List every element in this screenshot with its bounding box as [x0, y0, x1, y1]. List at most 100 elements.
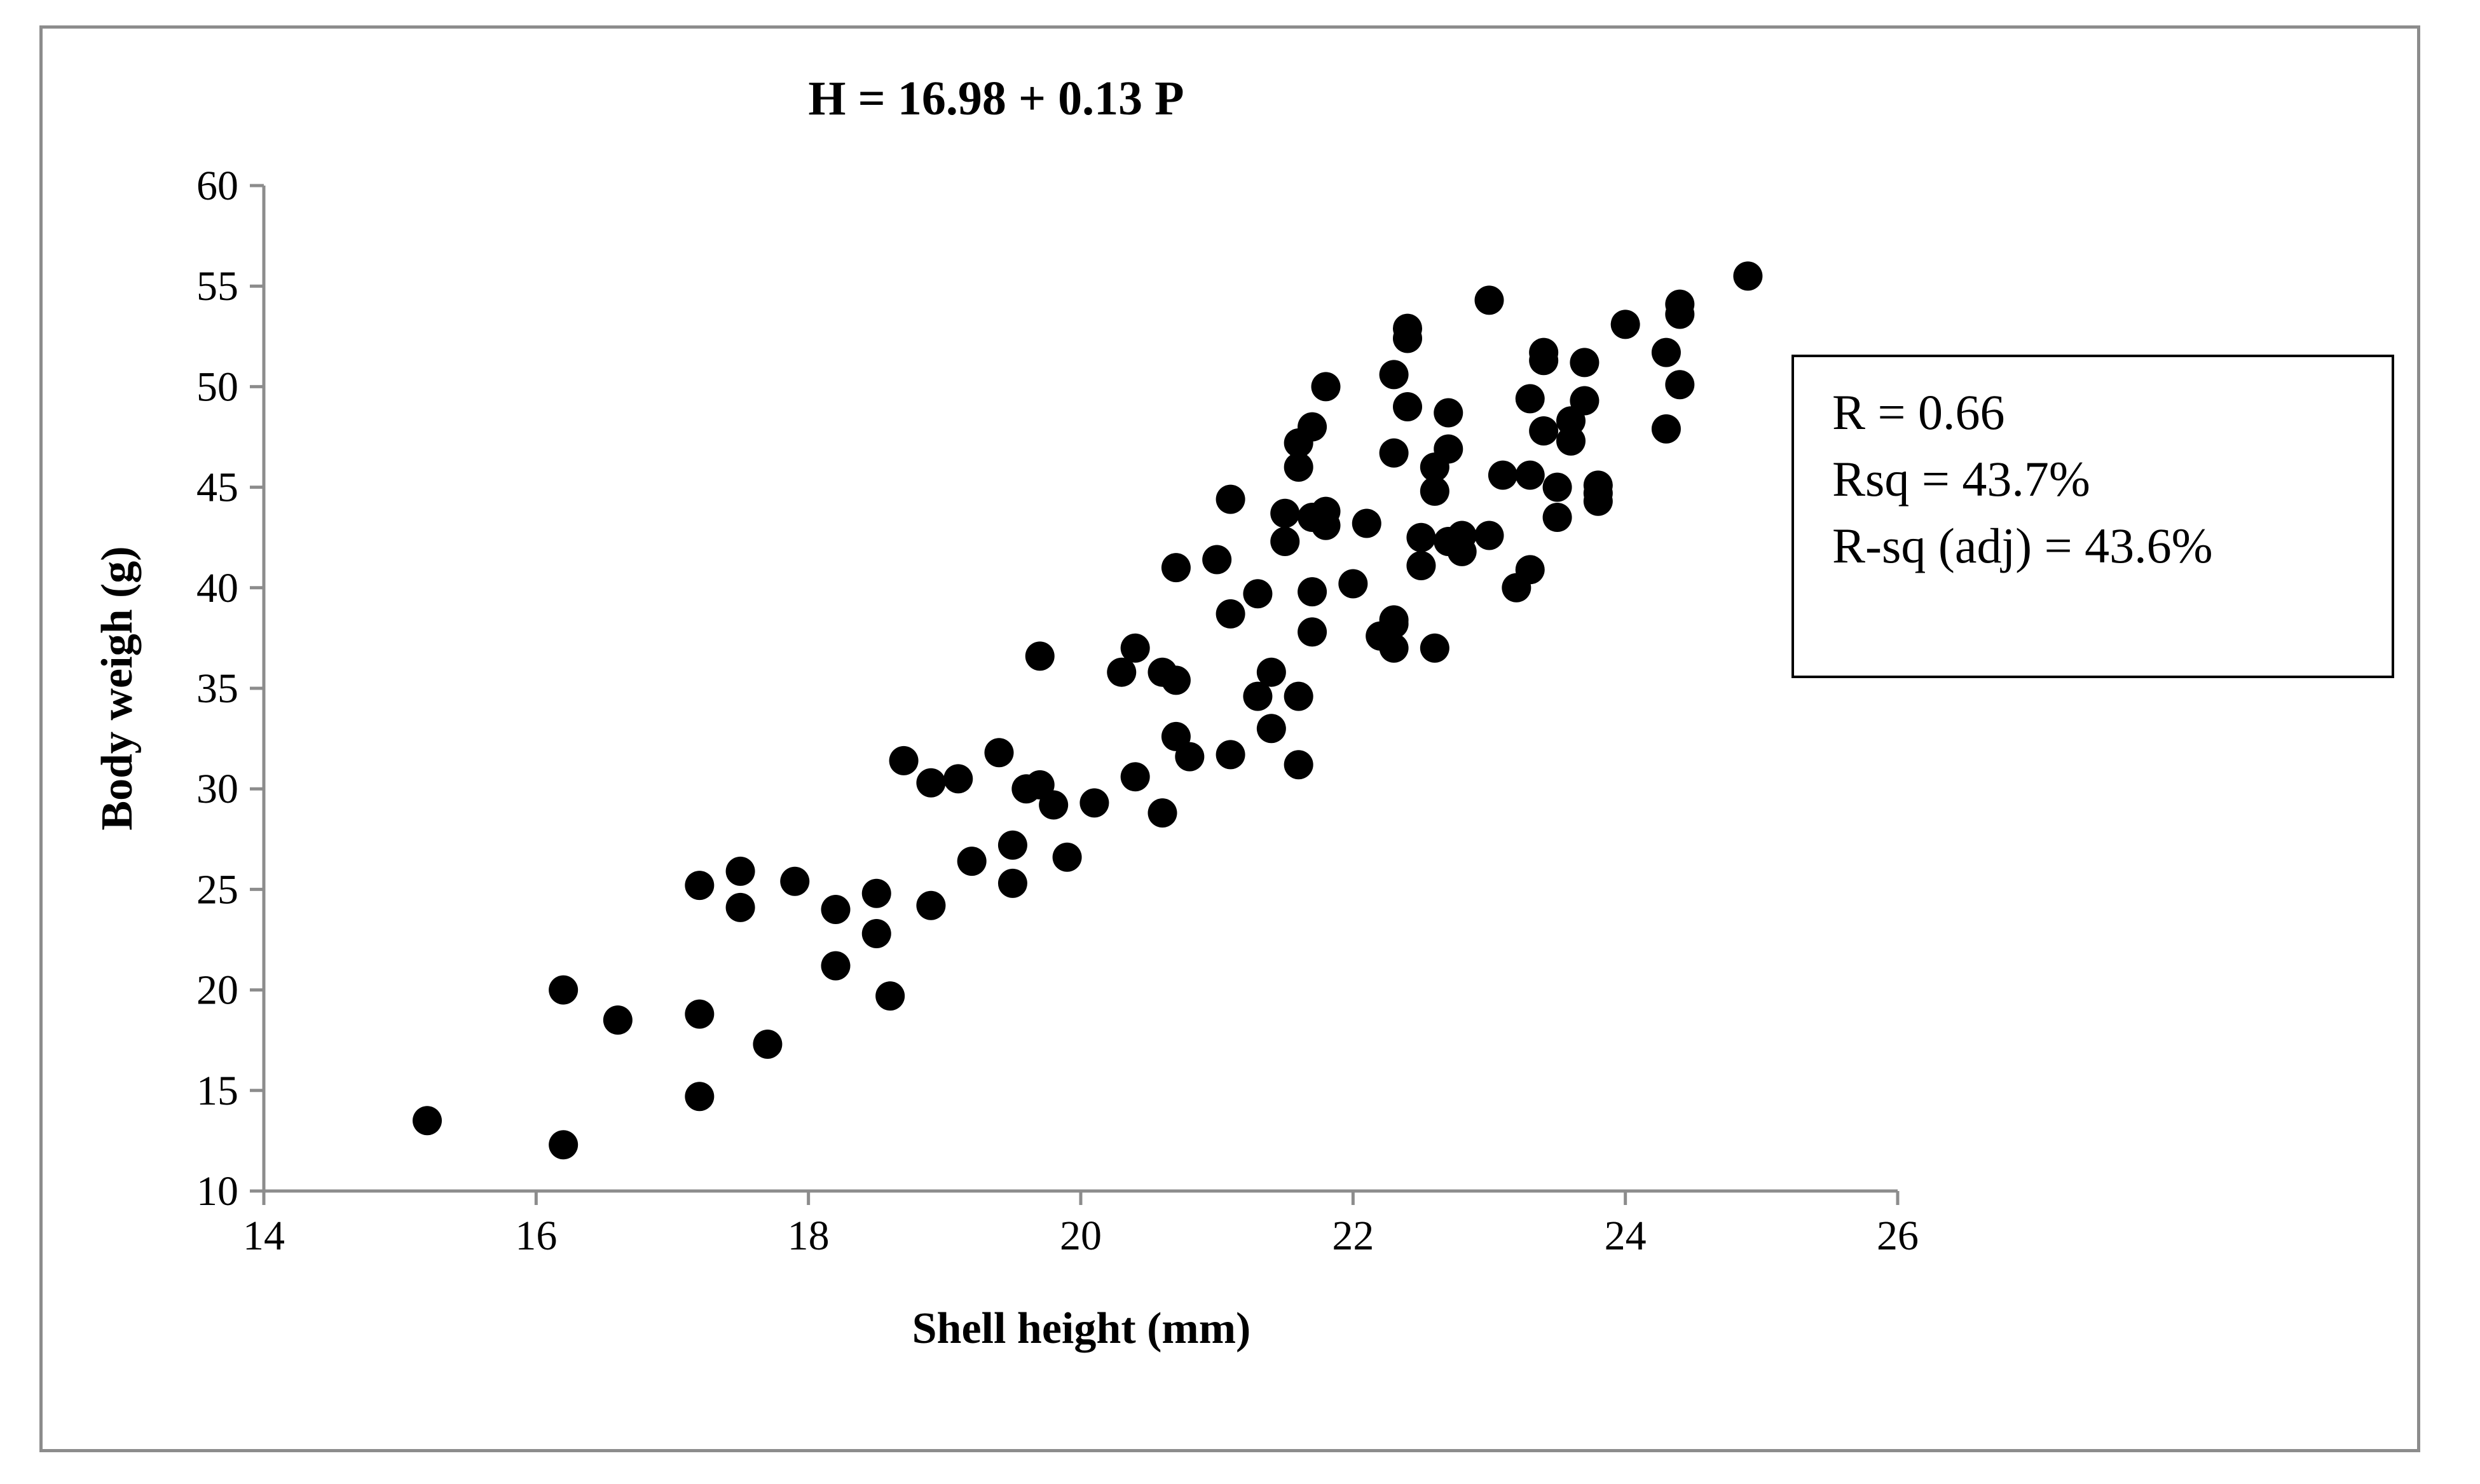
data-point — [821, 951, 851, 981]
data-point — [1161, 553, 1191, 583]
data-point — [603, 1005, 633, 1035]
data-point — [413, 1106, 442, 1136]
stat-rsq: Rsq = 43.7% — [1832, 451, 2090, 507]
data-point — [916, 768, 946, 798]
data-point — [1474, 521, 1504, 550]
data-point — [861, 919, 891, 949]
x-tick-label: 26 — [1877, 1213, 1919, 1259]
data-point — [1474, 285, 1504, 315]
x-tick-label: 20 — [1060, 1213, 1102, 1259]
y-tick-label: 55 — [196, 263, 238, 310]
data-point — [1665, 289, 1695, 319]
data-point — [1379, 609, 1409, 639]
data-point — [1216, 484, 1245, 514]
y-tick-label: 50 — [196, 364, 238, 410]
data-point — [1352, 508, 1381, 538]
data-point — [685, 999, 715, 1029]
stat-r: R = 0.66 — [1832, 385, 2005, 440]
x-tick-label: 24 — [1605, 1213, 1647, 1259]
data-point — [1529, 346, 1559, 376]
data-point — [1515, 384, 1545, 414]
data-point — [1733, 261, 1763, 291]
data-point — [1406, 522, 1436, 552]
data-point — [984, 738, 1014, 768]
data-point — [753, 1030, 783, 1059]
y-axis-title: Body weigh (g) — [93, 546, 142, 830]
data-point — [1039, 790, 1069, 820]
data-point — [1406, 550, 1436, 580]
data-point — [1216, 599, 1245, 629]
y-tick-label: 20 — [196, 967, 238, 1014]
x-tick-label: 16 — [515, 1213, 557, 1259]
data-point — [685, 871, 715, 901]
data-point — [780, 866, 810, 896]
y-tick-label: 40 — [196, 565, 238, 611]
y-tick-label: 15 — [196, 1068, 238, 1114]
data-point — [1651, 414, 1681, 444]
data-point — [1052, 842, 1082, 872]
data-point — [1393, 313, 1422, 343]
data-point — [997, 868, 1027, 898]
data-point — [1379, 438, 1409, 468]
data-point — [1570, 386, 1600, 416]
data-point — [1202, 545, 1232, 575]
data-point — [916, 890, 946, 920]
data-point — [1434, 398, 1463, 428]
data-point — [861, 878, 891, 908]
data-point — [1651, 337, 1681, 367]
data-point — [1556, 426, 1586, 456]
data-point — [889, 745, 919, 775]
data-point — [1148, 798, 1177, 828]
data-point — [1570, 348, 1600, 378]
stats-box-border — [1791, 355, 2394, 678]
data-point — [1665, 370, 1695, 400]
x-ticks: 14 16 18 20 22 24 26 — [243, 1191, 1919, 1259]
data-point — [1379, 360, 1409, 390]
data-point — [1175, 742, 1205, 772]
data-point — [1298, 617, 1327, 647]
data-point — [1256, 714, 1286, 744]
chart-frame: H = 16.98 + 0.13 P 10 15 20 25 30 35 40 45 50 55 6… — [39, 25, 2420, 1452]
data-point — [1270, 527, 1300, 557]
data-point — [1243, 681, 1273, 711]
data-point — [725, 856, 755, 886]
data-point — [1270, 498, 1300, 528]
chart-title: H = 16.98 + 0.13 P — [808, 72, 1184, 125]
data-point — [875, 981, 905, 1011]
y-tick-label: 35 — [196, 665, 238, 712]
data-point — [997, 830, 1027, 860]
x-tick-label: 18 — [788, 1213, 830, 1259]
data-point — [1420, 476, 1449, 506]
x-tick-label: 14 — [243, 1213, 285, 1259]
data-point — [943, 764, 973, 794]
data-point — [821, 895, 851, 925]
data-point — [1542, 503, 1572, 533]
data-point — [1298, 412, 1327, 442]
x-axis-title: Shell height (mm) — [912, 1304, 1251, 1353]
data-point — [549, 975, 579, 1005]
data-point — [1583, 470, 1613, 500]
data-point — [1079, 788, 1109, 818]
data-point — [1243, 579, 1273, 609]
data-point — [1311, 496, 1341, 526]
axes — [262, 186, 1898, 1193]
x-tick-label: 22 — [1332, 1213, 1374, 1259]
y-tick-label: 10 — [196, 1168, 238, 1215]
data-point — [957, 847, 987, 876]
data-point — [725, 892, 755, 922]
data-point — [1311, 372, 1341, 402]
data-point — [1434, 434, 1463, 464]
data-point — [1284, 681, 1313, 711]
y-tick-label: 60 — [196, 163, 238, 209]
data-point — [1107, 657, 1137, 687]
data-point — [1529, 416, 1559, 446]
data-point — [1393, 392, 1422, 422]
data-point — [1161, 665, 1191, 695]
scatter-points — [413, 261, 1763, 1160]
data-point — [685, 1082, 715, 1112]
data-point — [1216, 740, 1245, 770]
data-point — [1025, 641, 1055, 671]
y-tick-label: 25 — [196, 866, 238, 913]
data-point — [1120, 633, 1150, 663]
data-point — [1284, 452, 1313, 482]
